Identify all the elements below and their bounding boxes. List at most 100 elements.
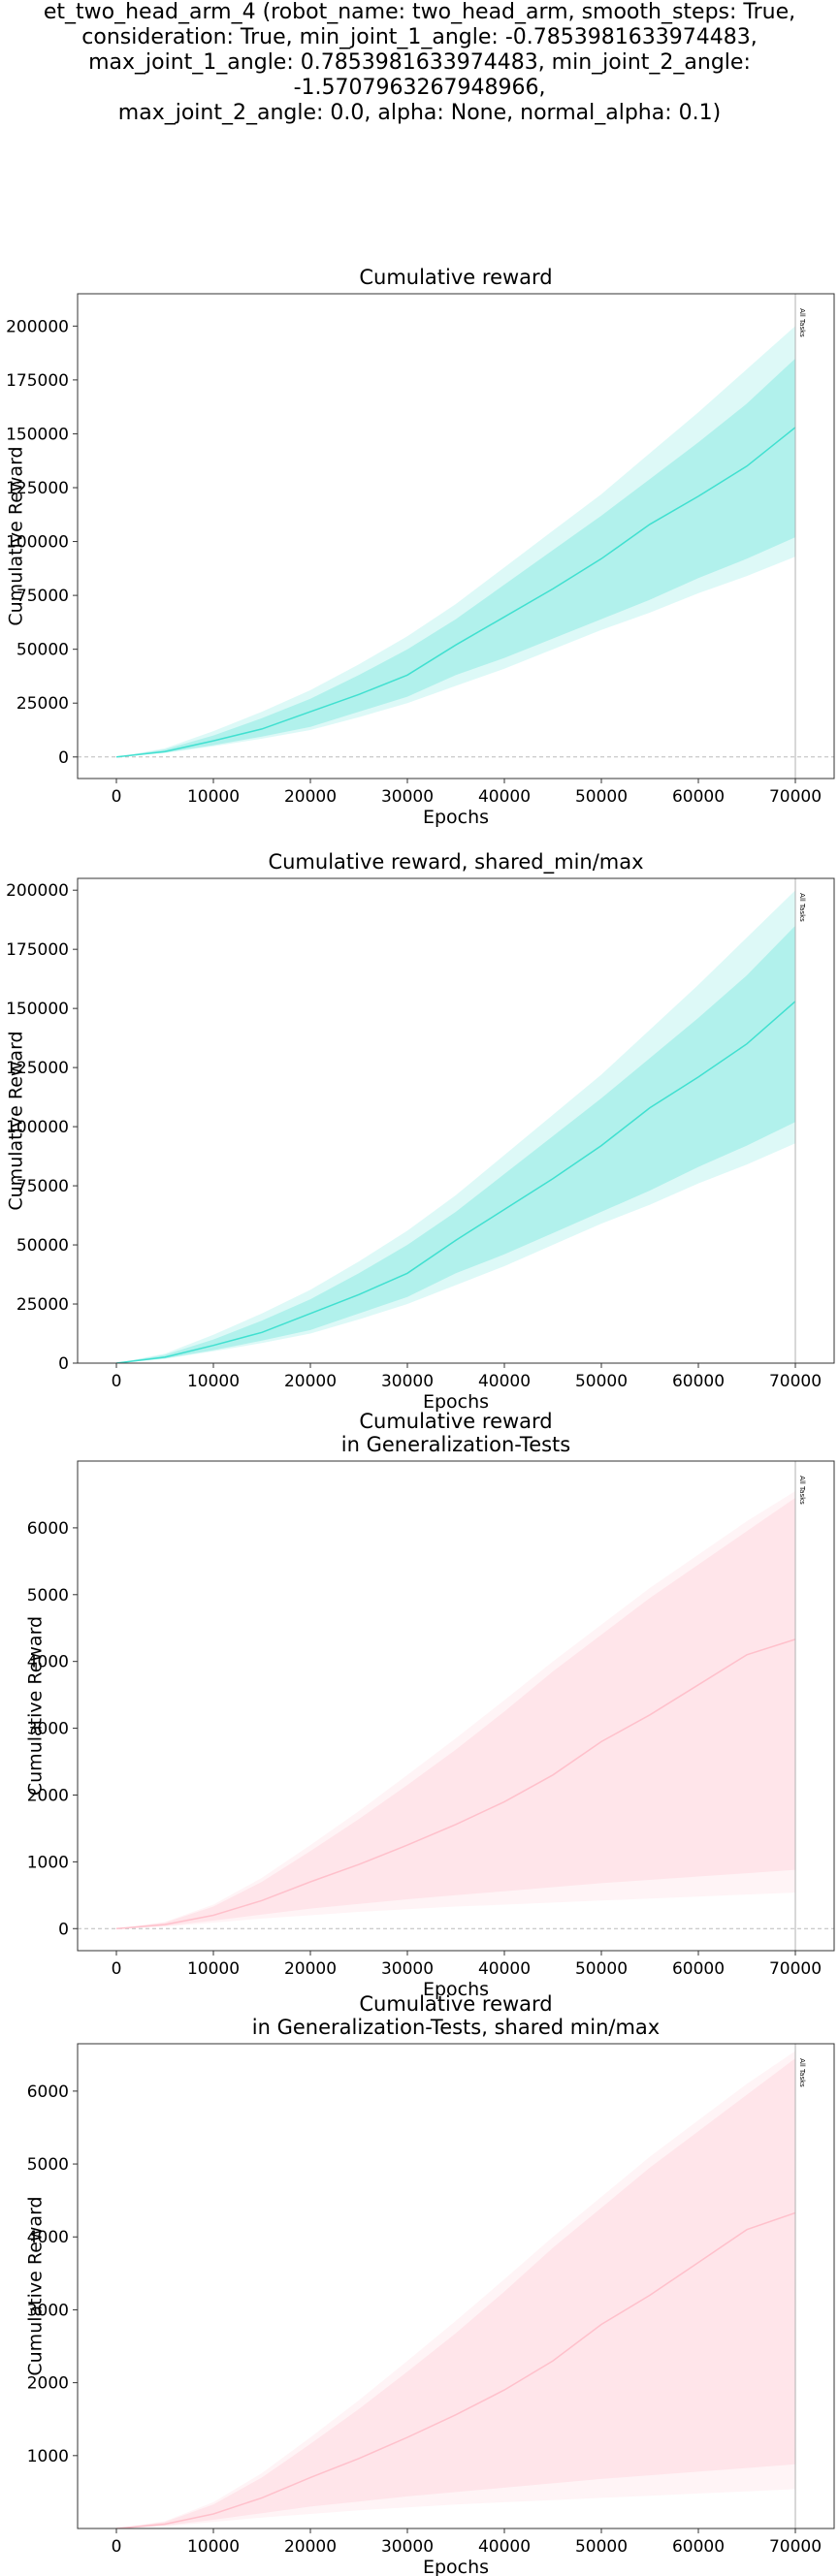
x-tick-label: 0 <box>112 787 122 807</box>
x-tick-label: 20000 <box>284 2537 337 2557</box>
y-tick-label: 4000 <box>27 1653 69 1672</box>
mean-line <box>115 427 796 758</box>
min-max-band <box>116 326 795 757</box>
chart-title: Cumulative reward, shared_min/max <box>268 850 643 875</box>
x-axis-label: Epochs <box>423 2557 489 2576</box>
x-tick-label: 60000 <box>672 2537 725 2557</box>
x-tick-label: 40000 <box>478 1372 531 1391</box>
x-tick-label: 40000 <box>478 787 531 807</box>
plot-frame <box>77 877 835 1364</box>
y-tick-label: 125000 <box>6 479 69 498</box>
y-tick-label: 5000 <box>27 1586 69 1606</box>
plot-frame <box>77 2043 835 2529</box>
x-tick-label: 10000 <box>187 787 240 807</box>
x-tick-label: 50000 <box>575 1959 628 1979</box>
std-band <box>116 925 795 1363</box>
y-tick-label: 100000 <box>6 1118 69 1137</box>
y-tick-label: 175000 <box>6 940 69 960</box>
chart-title: Cumulative reward <box>359 1992 552 2016</box>
y-tick-label: 150000 <box>6 425 69 444</box>
y-tick-label: 4000 <box>27 2228 69 2247</box>
x-tick-label: 60000 <box>672 787 725 807</box>
y-tick-label: 200000 <box>6 317 69 336</box>
y-tick-label: 2000 <box>27 1786 69 1805</box>
chart-title: in Generalization-Tests <box>341 1433 570 1456</box>
x-tick-label: 50000 <box>575 1372 628 1391</box>
y-axis-label: Cumulative Reward <box>25 2196 47 2375</box>
x-tick-label: 20000 <box>284 1372 337 1391</box>
std-band <box>116 358 795 757</box>
mean-line <box>115 2211 796 2528</box>
y-tick-label: 50000 <box>16 1236 69 1256</box>
task-marker-label: All Tasks <box>798 2058 806 2087</box>
x-tick-label: 50000 <box>575 2537 628 2557</box>
chart-panel-2: All Tasks 0 10000 20000 30000 40000 50000 60000… <box>6 850 835 1413</box>
y-tick-label: 3000 <box>27 2301 69 2320</box>
y-tick-label: 175000 <box>6 371 69 391</box>
y-tick-label: 6000 <box>27 1519 69 1539</box>
y-tick-label: 25000 <box>16 1295 69 1315</box>
x-tick-label: 30000 <box>381 1959 434 1979</box>
y-tick-label: 200000 <box>6 881 69 901</box>
x-tick-label: 60000 <box>672 1372 725 1391</box>
x-tick-label: 70000 <box>769 1959 822 1979</box>
x-axis-label: Epochs <box>423 807 489 828</box>
x-tick-label: 50000 <box>575 787 628 807</box>
y-tick-label: 75000 <box>16 1177 69 1196</box>
plot-area <box>78 294 834 779</box>
y-tick-label: 25000 <box>16 694 69 714</box>
y-tick-label: 3000 <box>27 1720 69 1739</box>
y-axis-label: Cumulative Reward <box>25 1616 47 1796</box>
mean-line <box>115 1001 796 1363</box>
y-tick-label: 150000 <box>6 1000 69 1019</box>
chart-panel-1: All Tasks 0 10000 20000 30000 40000 50000 60000… <box>6 266 835 828</box>
plot-frame <box>77 293 835 779</box>
std-band <box>116 1497 795 1929</box>
task-marker-label: All Tasks <box>798 893 806 922</box>
x-tick-label: 40000 <box>478 1959 531 1979</box>
x-tick-label: 0 <box>112 1372 122 1391</box>
plot-area <box>78 1461 834 1951</box>
y-tick-label: 50000 <box>16 641 69 660</box>
y-tick-label: 1000 <box>27 1853 69 1872</box>
x-tick-label: 60000 <box>672 1959 725 1979</box>
y-tick-label: 5000 <box>27 2155 69 2175</box>
x-tick-label: 70000 <box>769 787 822 807</box>
y-tick-label: 2000 <box>27 2374 69 2394</box>
chart-title: Cumulative reward <box>359 266 552 289</box>
mean-line <box>115 1638 796 1930</box>
figure-title: et_two_head_arm_4 (robot_name: two_head_… <box>43 0 796 125</box>
y-tick-label: 125000 <box>6 1059 69 1078</box>
y-tick-label: 0 <box>58 748 69 768</box>
y-tick-label: 75000 <box>16 587 69 606</box>
x-tick-label: 10000 <box>187 1959 240 1979</box>
x-axis-label: Epochs <box>423 1979 489 2000</box>
task-marker-label: All Tasks <box>798 308 806 337</box>
min-max-band <box>116 890 795 1363</box>
y-tick-label: 0 <box>58 1920 69 1939</box>
x-tick-label: 30000 <box>381 2537 434 2557</box>
plot-area <box>115 2044 796 2528</box>
y-tick-label: 6000 <box>27 2083 69 2102</box>
x-tick-label: 30000 <box>381 1372 434 1391</box>
y-axis-label: Cumulative Reward <box>6 1031 27 1210</box>
chart-title: in Generalization-Tests, shared min/max <box>252 2016 660 2039</box>
std-band <box>116 2058 795 2528</box>
x-tick-label: 30000 <box>381 787 434 807</box>
x-axis-label: Epochs <box>423 1391 489 1413</box>
x-tick-label: 0 <box>112 2537 122 2557</box>
x-tick-label: 70000 <box>769 2537 822 2557</box>
plot-frame <box>77 1460 835 1952</box>
plot-area <box>115 878 796 1363</box>
min-max-band <box>116 2051 795 2528</box>
chart-panel-4: All Tasks 0 10000 20000 30000 40000 50000 60000… <box>25 1992 835 2576</box>
y-tick-label: 1000 <box>27 2447 69 2466</box>
x-tick-label: 20000 <box>284 787 337 807</box>
chart-title: Cumulative reward <box>359 1410 552 1433</box>
min-max-band <box>116 1491 795 1929</box>
y-tick-label: 100000 <box>6 533 69 553</box>
y-tick-label: 0 <box>58 1354 69 1374</box>
x-tick-label: 70000 <box>769 1372 822 1391</box>
